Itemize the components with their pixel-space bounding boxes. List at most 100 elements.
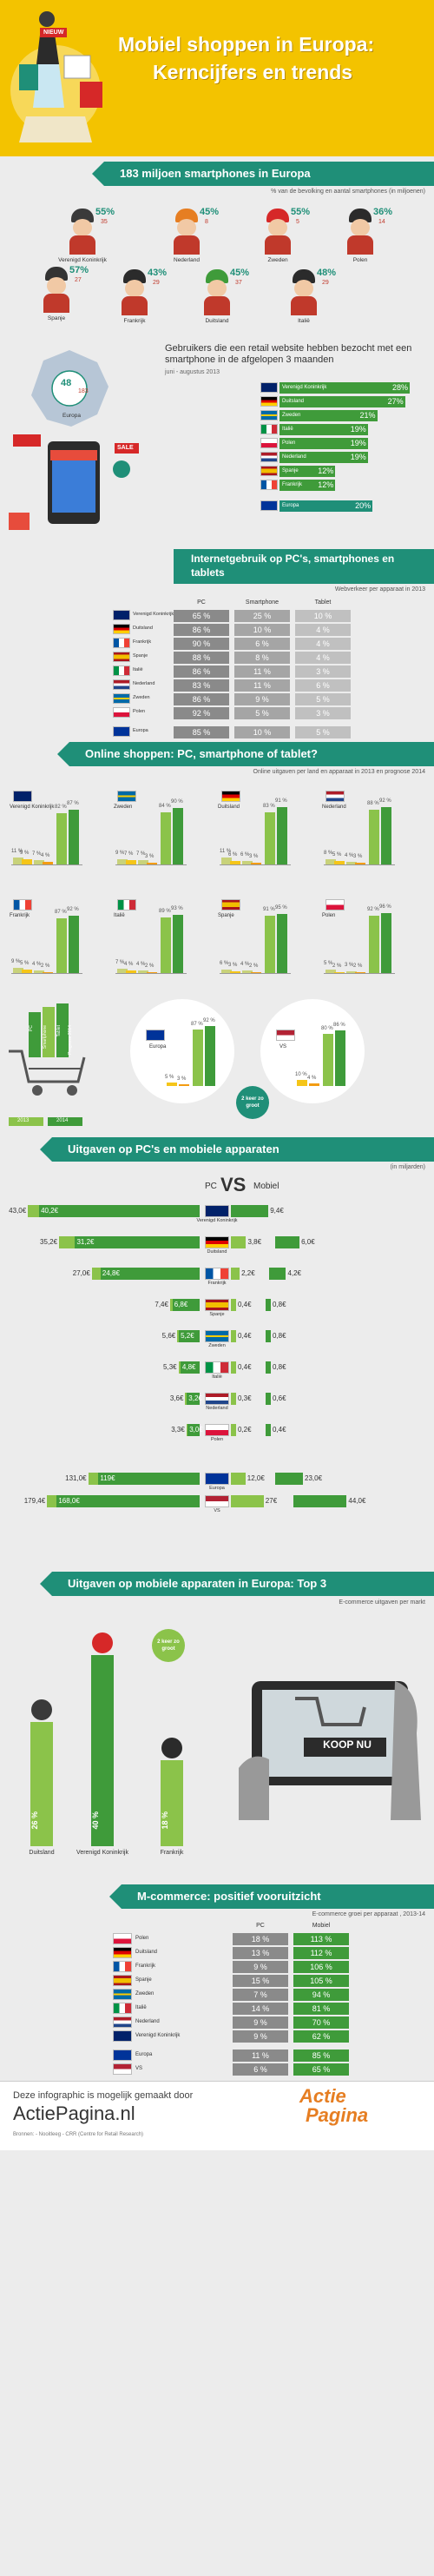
baseline [324,864,395,865]
figure-name: Nederland [174,257,200,263]
table-cell: 65 % [293,2063,349,2076]
europe-label: Europa [62,413,81,419]
new-badge: NIEUW [40,28,68,37]
logo-actie: Actie [299,2085,346,2107]
shopping-bar-label: 87 % [67,801,79,807]
row-country: Spanje [133,653,148,659]
section-title: 183 miljoen smartphones in Europa [92,162,434,186]
shopping-bar [69,810,79,864]
mobile-bar [269,1268,286,1280]
table-cell: 5 % [295,726,351,738]
shopping-bar [34,970,44,973]
figure-pct: 55% [291,207,311,217]
shopping-bar-label: 2 % [249,963,259,969]
shopping-bar-label: 88 % [367,800,379,806]
flag-icon [260,396,278,407]
shopping-bar-label: 89 % [159,908,171,914]
table-cell: 10 % [234,726,290,738]
shopping-bar [56,812,67,864]
mobile-value: 4,2€ [287,1269,302,1277]
mobile-value: 0,4€ [238,1332,252,1340]
pc-bar-2014 [187,1424,200,1436]
flag-icon [113,666,130,676]
mobile-value: 0,8€ [273,1332,286,1340]
buy-now-button[interactable]: KOOP NU [323,1738,372,1751]
mobile-bar [266,1330,271,1342]
shopping-bar [381,806,391,864]
shopping-bar-label: 6 % [220,960,229,966]
spending-country: Verenigd Koninkrijk [196,1218,238,1223]
retail-bar: Europa [279,500,373,512]
retail-title: Gebruikers die een retail website hebben… [165,343,412,365]
pc-value-2014: 3,2€ [188,1394,202,1402]
comparison-bar-label: 87 % [191,1021,203,1027]
flag-icon [205,1393,229,1405]
section-retail-visits: 48 183 Europa Gebruikers die een retail … [0,343,434,547]
flag-icon [221,791,240,802]
comparison-bar [193,1029,203,1086]
header: NIEUW Mobiel shoppen in Europa: Kerncijf… [0,0,434,156]
shopping-bar [334,861,345,864]
retail-value: 19% [350,425,366,434]
flag-icon [221,899,240,911]
comparison-bar-label: 92 % [203,1018,215,1023]
baseline [115,864,187,865]
table-cell: 106 % [293,1961,349,1973]
retail-value: 12% [318,480,334,489]
shopping-bar [43,971,53,973]
mobile-value: 0,2€ [238,1426,252,1434]
shopping-subtitle: Online uitgaven per land en apparaat in … [253,769,426,775]
shopping-bar [13,858,23,864]
europe-map [31,350,108,427]
mobile-value: 2,2€ [241,1269,255,1277]
pc-label: PC [205,1182,217,1191]
spending-unit: (in miljarden) [390,1164,425,1170]
table-cell: 3 % [295,666,351,678]
shopping-bar [230,860,240,864]
section-online-shopping: Online shoppen: PC, smartphone of tablet… [0,738,434,1134]
shopping-bar-label: 5 % [332,852,342,858]
figure-mil: 29 [322,280,329,286]
figure-name: Frankrijk [123,318,146,324]
shopping-bar [369,915,379,973]
table-cell: 86 % [174,666,229,678]
shopping-bar [251,971,261,973]
shopping-bar [161,811,171,864]
internet-subtitle: Webverkeer per apparaat in 2013 [334,586,425,593]
comparison-bar-label: 80 % [321,1026,333,1031]
retail-country: Nederland [282,454,306,460]
figure-name: Spanje [47,315,66,321]
legend-label: 2013 [17,1118,30,1123]
figure-head [73,219,92,236]
mobile-bar [266,1424,271,1436]
retail-bar: Nederland [279,452,368,463]
table-cell: 18 % [233,1933,288,1945]
flag-icon [205,1424,229,1436]
figure-hat [206,269,228,283]
table-cell: 6 % [233,2063,288,2076]
retail-value: 12% [318,467,334,475]
shopping-bar [221,858,232,864]
flag-icon [13,791,32,802]
retail-bar: Spanje [279,466,336,477]
shopping-bar-label: 11 % [11,849,23,855]
shopping-bar [242,970,253,973]
pc-value-2014: 4,8€ [181,1363,196,1371]
pc-value-2013: 179,4€ [23,1497,46,1505]
mobile-bar [231,1299,236,1311]
mobile-value: 3,8€ [247,1238,262,1246]
footer-link[interactable]: ActiePagina.nl [13,2103,135,2124]
flag-icon [205,1495,229,1507]
retail-bar: Verenigd Koninkrijk [279,382,410,394]
flag-icon [260,500,278,511]
figure-hat [175,209,198,222]
table-cell: 9 % [233,2030,288,2043]
figure-mil: 27 [75,277,82,283]
comparison-bar [205,1026,215,1086]
row-country: Italië [135,2005,147,2010]
europe-pct: 48 [61,378,72,388]
shopping-bar-label: 5 % [20,961,30,967]
mobile-bar [231,1361,236,1374]
figure-body [69,235,95,255]
flag-icon [113,652,130,662]
